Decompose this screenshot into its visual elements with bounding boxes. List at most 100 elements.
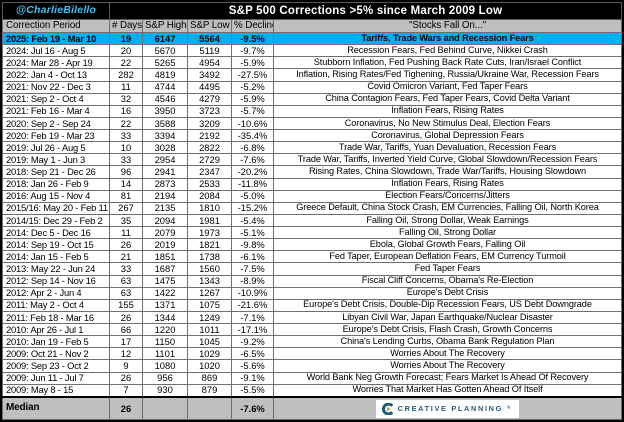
cell-low: 1738 [187, 250, 232, 264]
cell-period: 2018: Sep 21 - Dec 26 [2, 165, 110, 179]
cell-high: 3028 [142, 141, 188, 155]
cell-reason: China Contagion Fears, Fed Taper Fears, … [273, 92, 622, 106]
cell-period: 2010: Jan 19 - Feb 5 [2, 335, 110, 349]
cell-low: 2729 [187, 153, 232, 167]
cell-days: 20 [109, 44, 143, 58]
cell-reason: China's Lending Curbs, Obama Bank Regula… [273, 335, 622, 349]
cell-days: 267 [109, 201, 143, 215]
cell-decline: -7.6% [231, 153, 274, 167]
cell-low: 1973 [187, 225, 232, 240]
cell-decline: -35.4% [231, 128, 274, 143]
cell-low: 3209 [187, 116, 232, 131]
cell-low: 4495 [187, 80, 232, 94]
author-handle: @CharlieBilello [2, 2, 110, 20]
footer-logo-cell: CREATIVE PLANNING ® [273, 396, 622, 420]
cell-low: 2533 [187, 177, 232, 191]
cell-period: 2015/16: May 20 - Feb 11 [2, 201, 110, 215]
table-row: 2019: May 1 - Jun 3 33 2954 2729 -7.6% T… [2, 153, 622, 167]
cell-days: 32 [109, 92, 143, 106]
table-row: 2009: Oct 21 - Nov 2 12 1101 1029 -6.5% … [2, 347, 622, 361]
table-row: 2020: Sep 2 - Sep 24 22 3588 3209 -10.6%… [2, 116, 622, 131]
cell-days: 19 [109, 31, 143, 46]
col-header-sp-high: S&P High [142, 19, 188, 33]
cell-period: 2016: Aug 15 - Nov 4 [2, 189, 110, 203]
table-row: 2024: Mar 28 - Apr 19 22 5265 4954 -5.9%… [2, 56, 622, 70]
median-row: Median 26 -7.6% CREATIVE PLANNING ® [2, 396, 622, 420]
cell-reason: Greece Default, China Stock Crash, EM Cu… [273, 201, 622, 215]
cell-high: 2873 [142, 177, 188, 191]
cell-reason: Fed Taper Fears [273, 262, 622, 276]
cell-decline: -6.8% [231, 141, 274, 155]
cell-low: 1810 [187, 201, 232, 215]
table-row: 2013: May 22 - Jun 24 33 1687 1560 -7.5%… [2, 262, 622, 276]
highlight-row-2025: 2025: Feb 19 - Mar 10 19 6147 5564 -9.5%… [2, 31, 622, 46]
cell-days: 63 [109, 274, 143, 288]
cell-decline: -9.5% [231, 31, 274, 46]
cell-period: 2020: Feb 19 - Mar 23 [2, 128, 110, 143]
cell-period: 2021: Sep 2 - Oct 4 [2, 92, 110, 106]
title-banner-row: @CharlieBilello S&P 500 Corrections >5% … [2, 2, 622, 20]
cell-days: 282 [109, 68, 143, 82]
cell-high: 2194 [142, 189, 188, 203]
cell-low: 1075 [187, 298, 232, 312]
cell-decline: -10.9% [231, 286, 274, 300]
cell-high: 3394 [142, 128, 188, 143]
cell-low: 1045 [187, 335, 232, 349]
cell-high: 3950 [142, 104, 188, 118]
cell-period: 2010: Apr 26 - Jul 1 [2, 322, 110, 337]
cell-days: 7 [109, 383, 143, 398]
cell-high: 6147 [142, 31, 188, 46]
table-row: 2019: Jul 26 - Aug 5 10 3028 2822 -6.8% … [2, 141, 622, 155]
cell-days: 26 [109, 371, 143, 385]
cell-decline: -5.4% [231, 213, 274, 228]
cell-low: 869 [187, 371, 232, 385]
cell-high: 4744 [142, 80, 188, 94]
cell-decline: -9.7% [231, 44, 274, 58]
cell-decline: -5.9% [231, 92, 274, 106]
cell-reason: Europe's Debt Crisis [273, 286, 622, 300]
table-row: 2009: May 8 - 15 7 930 879 -5.5% Worries… [2, 383, 622, 398]
cell-reason: Tariffs, Trade Wars and Recession Fears [273, 31, 622, 46]
table-row: 2022: Jan 4 - Oct 13 282 4819 3492 -27.5… [2, 68, 622, 82]
cell-days: 26 [109, 310, 143, 325]
cell-low: 1821 [187, 238, 232, 252]
cell-decline: -9.2% [231, 335, 274, 349]
table-row: 2018: Jan 26 - Feb 9 14 2873 2533 -11.8%… [2, 177, 622, 191]
cell-days: 10 [109, 141, 143, 155]
cell-period: 2013: May 22 - Jun 24 [2, 262, 110, 276]
table-row: 2014: Dec 5 - Dec 16 11 2079 1973 -5.1% … [2, 225, 622, 240]
cell-high: 2135 [142, 201, 188, 215]
cell-low: 1267 [187, 286, 232, 300]
table-row: 2012: Sep 14 - Nov 16 63 1475 1343 -8.9%… [2, 274, 622, 288]
cell-decline: -11.8% [231, 177, 274, 191]
cell-period: 2012: Sep 14 - Nov 16 [2, 274, 110, 288]
median-days: 26 [109, 396, 143, 420]
cell-period: 2009: Jun 11 - Jul 7 [2, 371, 110, 385]
table-row: 2012: Apr 2 - Jun 4 63 1422 1267 -10.9% … [2, 286, 622, 300]
cell-days: 35 [109, 213, 143, 228]
registered-trademark-icon: ® [507, 405, 511, 411]
cell-reason: Europe's Debt Crisis, Double-Dip Recessi… [273, 298, 622, 312]
cell-period: 2018: Jan 26 - Feb 9 [2, 177, 110, 191]
cell-period: 2011: Feb 18 - Mar 16 [2, 310, 110, 325]
cell-high: 1344 [142, 310, 188, 325]
cell-days: 11 [109, 225, 143, 240]
cell-period: 2011: May 2 - Oct 4 [2, 298, 110, 312]
cell-reason: Election Fears/Concerns/Jitters [273, 189, 622, 203]
cell-reason: Falling Oil, Strong Dollar, Weak Earning… [273, 213, 622, 228]
cell-decline: -5.1% [231, 225, 274, 240]
cell-reason: Fed Taper, European Deflation Fears, EM … [273, 250, 622, 264]
creative-planning-logo: CREATIVE PLANNING ® [375, 399, 520, 418]
cell-low: 1981 [187, 213, 232, 228]
cell-days: 17 [109, 335, 143, 349]
cell-decline: -7.5% [231, 262, 274, 276]
cell-period: 2014: Sep 19 - Oct 15 [2, 238, 110, 252]
cell-low: 879 [187, 383, 232, 398]
cell-days: 33 [109, 153, 143, 167]
cell-decline: -10.6% [231, 116, 274, 131]
cell-high: 1150 [142, 335, 188, 349]
cell-days: 81 [109, 189, 143, 203]
cell-high: 2941 [142, 165, 188, 179]
col-header-decline: % Decline [231, 19, 274, 33]
cell-reason: Trade War, Tariffs, Yuan Devaluation, Re… [273, 141, 622, 155]
